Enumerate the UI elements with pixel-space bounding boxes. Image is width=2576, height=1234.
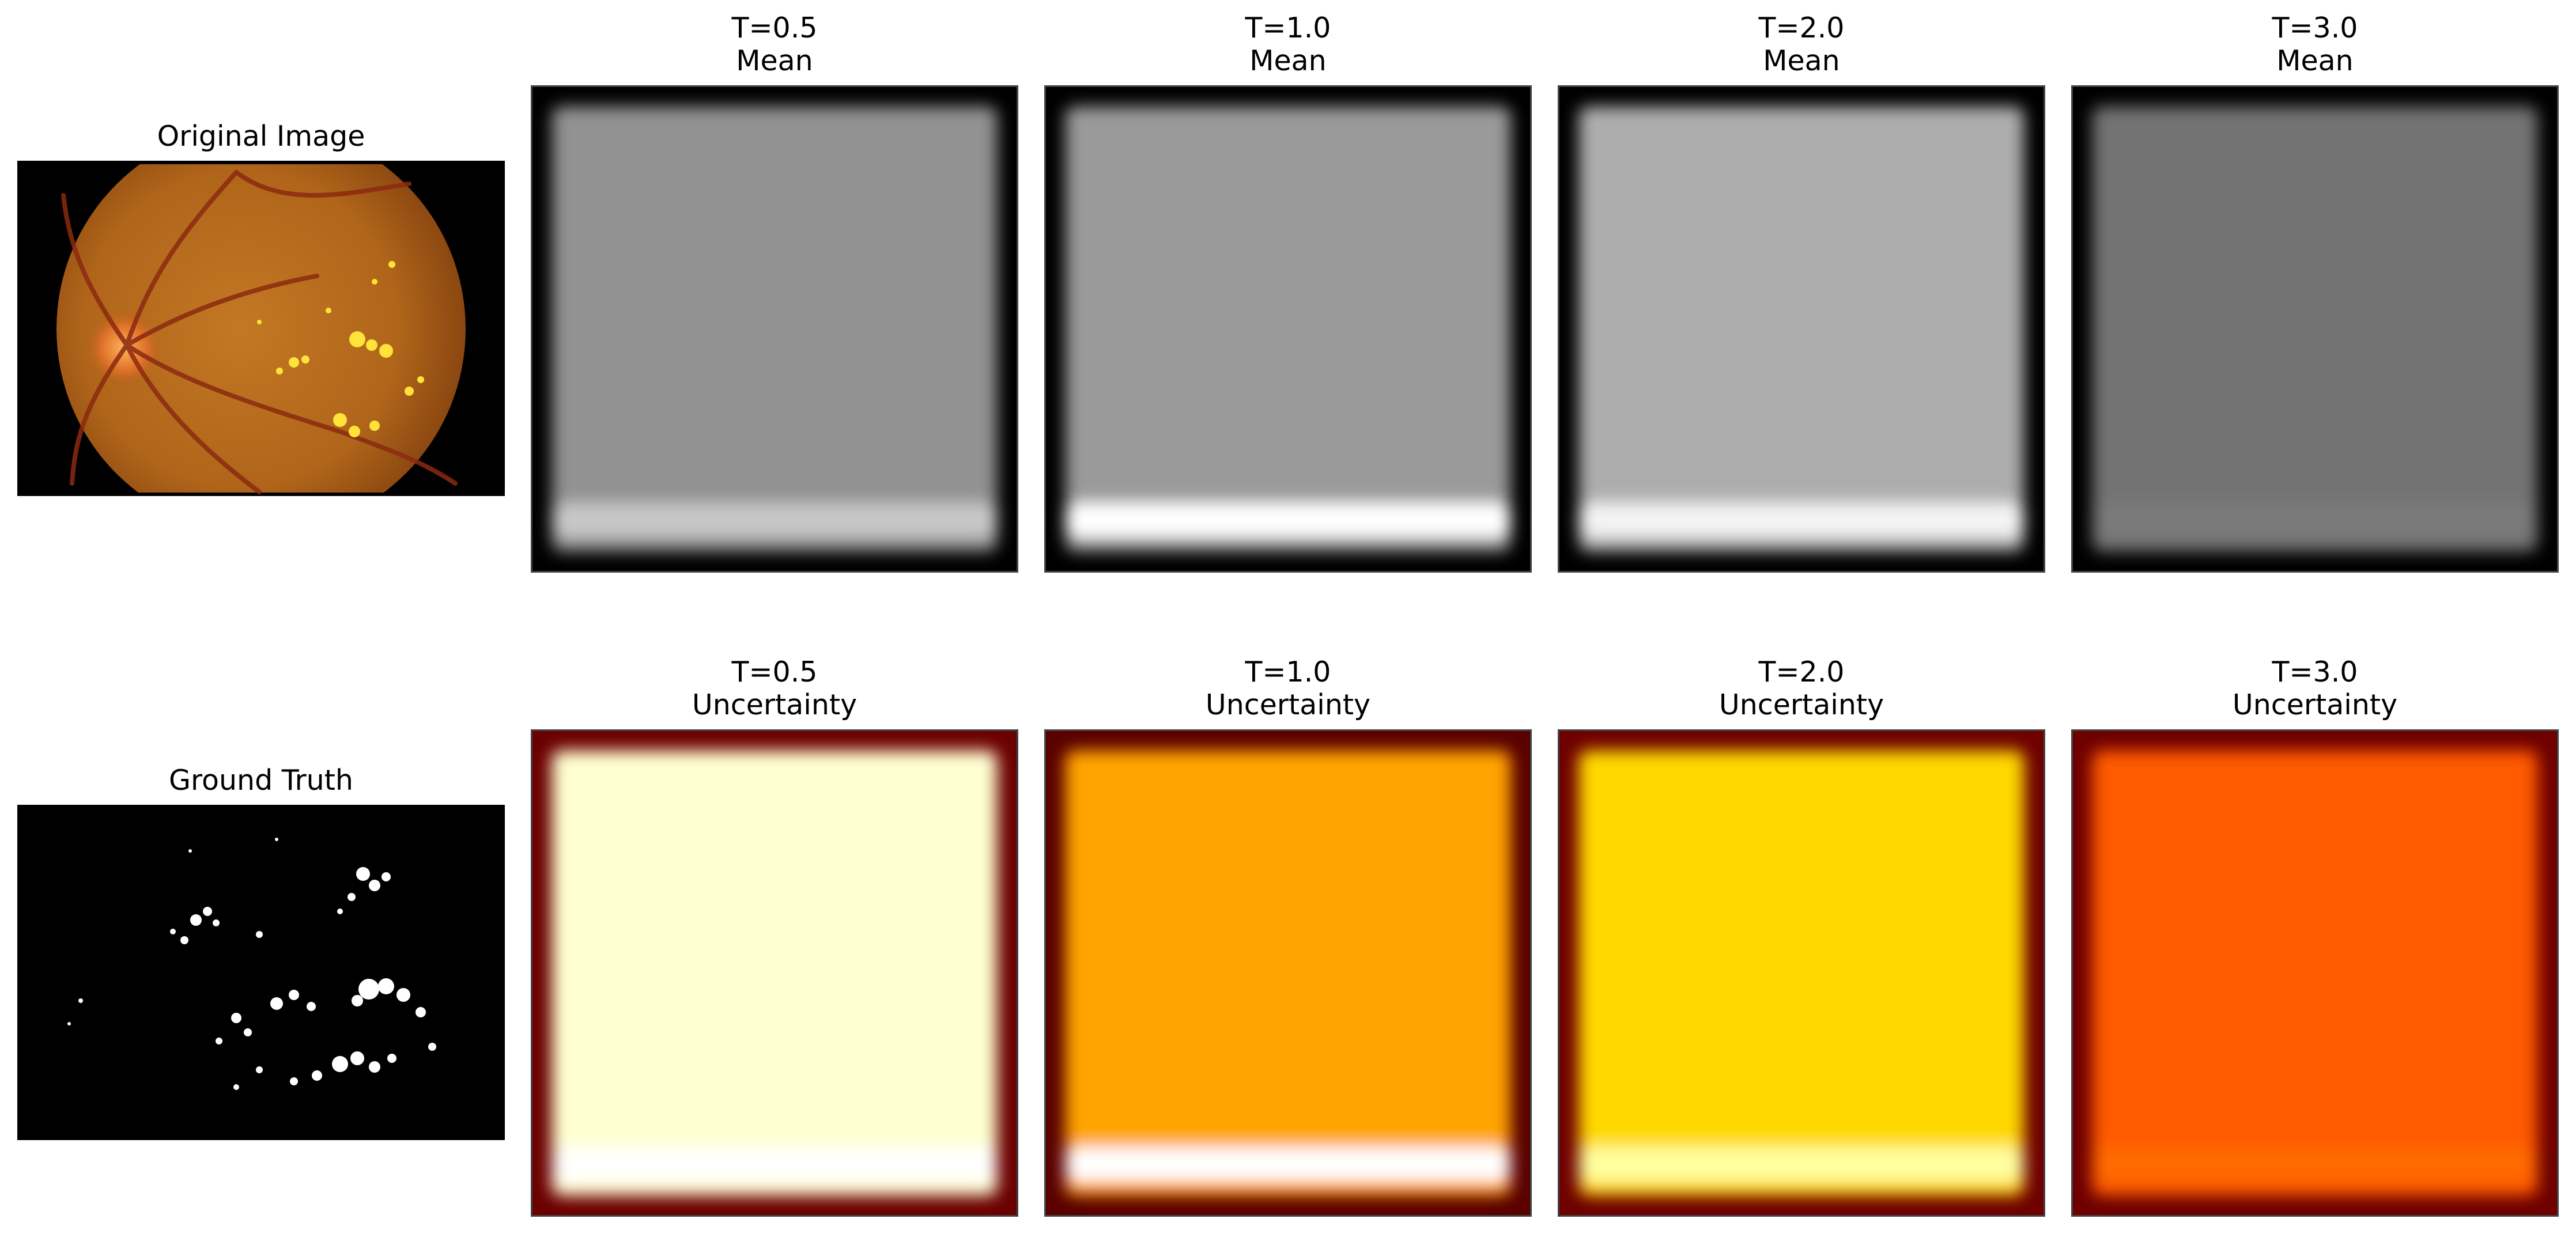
mean-map-panel-3 xyxy=(2071,85,2559,573)
map-image xyxy=(1046,87,1530,571)
map-image xyxy=(1046,731,1530,1215)
mean-title-2: T=2.0 Mean xyxy=(1758,12,1845,77)
uncertainty-title-2: T=2.0 Uncertainty xyxy=(1718,656,1884,721)
uncertainty-title-0: T=0.5 Uncertainty xyxy=(692,656,858,721)
uncertainty-map-panel-3 xyxy=(2071,729,2559,1217)
ground-truth-mask xyxy=(67,838,436,1090)
mean-title-1: T=1.0 Mean xyxy=(1245,12,1331,77)
uncertainty-title-1: T=1.0 Uncertainty xyxy=(1205,656,1371,721)
mean-map-panel-1 xyxy=(1044,85,1532,573)
uncertainty-title-3: T=3.0 Uncertainty xyxy=(2232,656,2398,721)
mean-title-0: T=0.5 Mean xyxy=(731,12,818,77)
map-image xyxy=(2073,87,2557,571)
fundus-image xyxy=(17,124,505,533)
ground-truth-image xyxy=(17,805,505,1140)
uncertainty-map-panel-2 xyxy=(1558,729,2045,1217)
mean-title-3: T=3.0 Mean xyxy=(2272,12,2358,77)
ground-truth-title: Ground Truth xyxy=(168,764,353,797)
original-image-title: Original Image xyxy=(157,120,365,153)
uncertainty-map-panel-1 xyxy=(1044,729,1532,1217)
map-image xyxy=(2073,731,2557,1215)
mean-map-panel-0 xyxy=(531,85,1018,573)
uncertainty-map-panel-0 xyxy=(531,729,1018,1217)
mean-map-panel-2 xyxy=(1558,85,2045,573)
original-image xyxy=(17,124,505,533)
map-image xyxy=(1559,731,2044,1215)
map-image xyxy=(532,87,1017,571)
map-image xyxy=(532,731,1017,1215)
map-image xyxy=(1559,87,2044,571)
